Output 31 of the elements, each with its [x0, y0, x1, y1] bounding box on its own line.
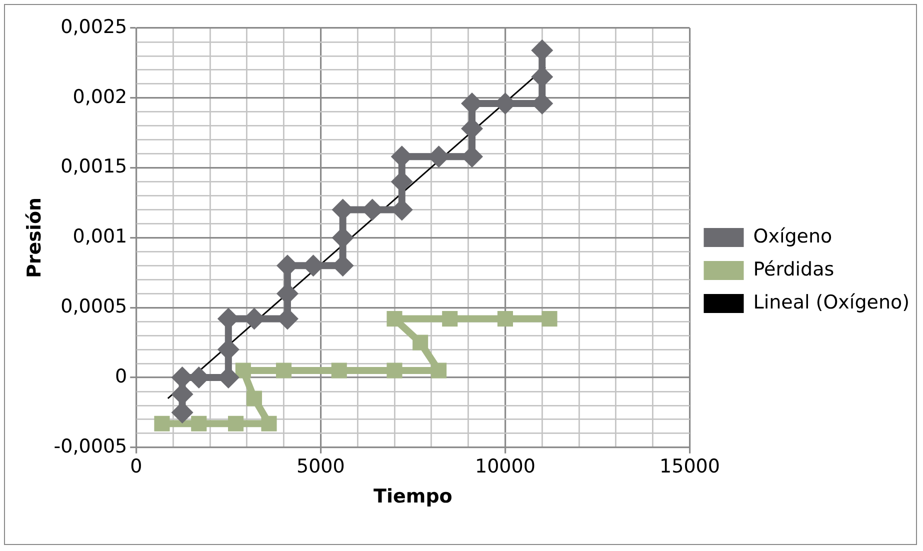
y-tick-label: 0,001: [72, 226, 128, 248]
y-tick-label: -0,0005: [54, 435, 128, 458]
x-tick-label: 5000: [296, 456, 345, 478]
y-tick-label: 0,0005: [60, 296, 128, 318]
y-tick-label: 0,0025: [60, 16, 128, 38]
x-axis-title: Tiempo: [374, 486, 452, 508]
point: [386, 311, 402, 327]
point: [412, 334, 428, 350]
point: [442, 311, 458, 327]
point: [228, 416, 244, 432]
point: [261, 416, 277, 432]
legend-label: Lineal (Oxígeno): [753, 291, 910, 314]
y-tick-label: 0: [115, 365, 128, 388]
x-tick-label: 15000: [660, 456, 720, 478]
point: [235, 362, 251, 378]
point: [331, 362, 347, 378]
point: [191, 416, 207, 432]
y-tick-label: 0,0015: [60, 156, 128, 178]
point: [542, 311, 558, 327]
point: [154, 416, 170, 432]
x-tick-label: 0: [130, 456, 142, 478]
y-axis-title: Presión: [23, 197, 46, 278]
point: [431, 362, 447, 378]
point: [276, 362, 292, 378]
point: [246, 390, 262, 406]
x-tick-label: 10000: [474, 456, 536, 478]
point: [497, 311, 513, 327]
y-tick-label: 0,002: [72, 86, 128, 108]
point: [386, 362, 402, 378]
legend-label: Oxígeno: [753, 225, 832, 248]
legend-label: Pérdidas: [753, 258, 834, 280]
